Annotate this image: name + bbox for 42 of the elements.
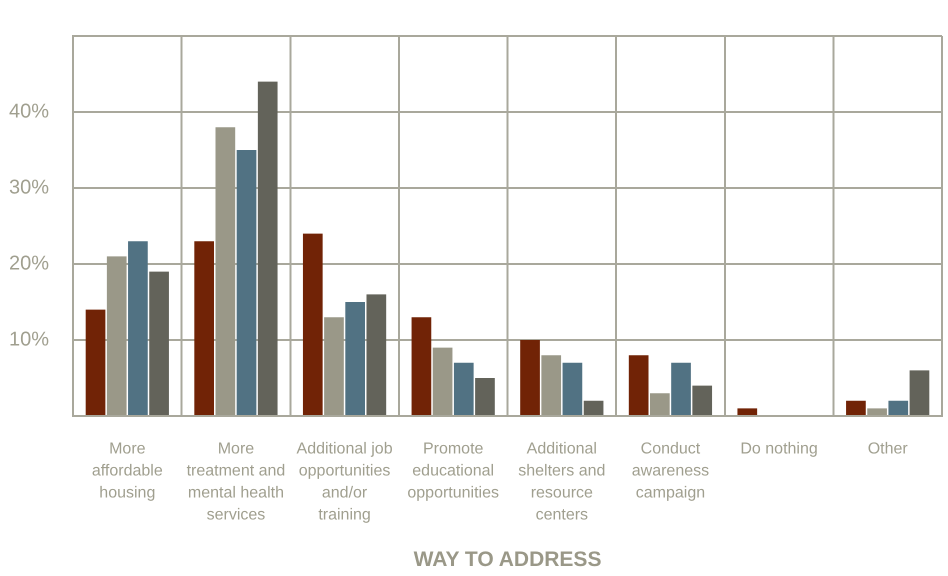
bar (562, 362, 582, 415)
y-tick-label: 20% (8, 252, 50, 275)
x-tick-label: Additional shelters and resource centers (518, 440, 606, 524)
bar (302, 234, 323, 415)
bar (149, 272, 169, 415)
x-tick-label: Promote educational opportunities (407, 440, 499, 502)
bar (258, 82, 278, 415)
x-tick-label: More affordable housing (92, 440, 163, 502)
x-axis-title: WAY TO ADDRESS (414, 548, 602, 572)
bar (867, 408, 887, 415)
bar (737, 408, 758, 415)
bar (671, 362, 691, 415)
bar (910, 370, 930, 415)
bar (86, 310, 106, 415)
bar (628, 355, 649, 415)
x-tick-label: Conduct awareness campaign (632, 440, 710, 502)
bar (584, 400, 604, 415)
bar (236, 150, 256, 415)
bar (520, 340, 540, 415)
x-tick-label: Additional job opportunities and/or training (296, 440, 393, 524)
y-tick-label: 30% (8, 176, 50, 199)
bar (215, 127, 236, 415)
y-tick-label: 40% (8, 100, 50, 123)
bar (412, 317, 432, 415)
bar (692, 386, 712, 415)
x-tick-label: Do nothing (740, 440, 818, 458)
bar (888, 400, 908, 415)
bar (366, 294, 386, 415)
bar (846, 400, 866, 415)
y-tick-label: 10% (8, 328, 50, 351)
x-tick-label: More treatment and mental health services (186, 440, 286, 524)
bar (345, 302, 366, 415)
bar (194, 241, 214, 415)
bar (106, 256, 127, 415)
bar (475, 378, 495, 415)
bar (324, 317, 344, 415)
bar (454, 362, 474, 415)
bar (650, 393, 670, 415)
bar (541, 355, 562, 415)
bar (128, 241, 148, 415)
bar (432, 348, 452, 415)
x-tick-label: Other (868, 440, 908, 458)
